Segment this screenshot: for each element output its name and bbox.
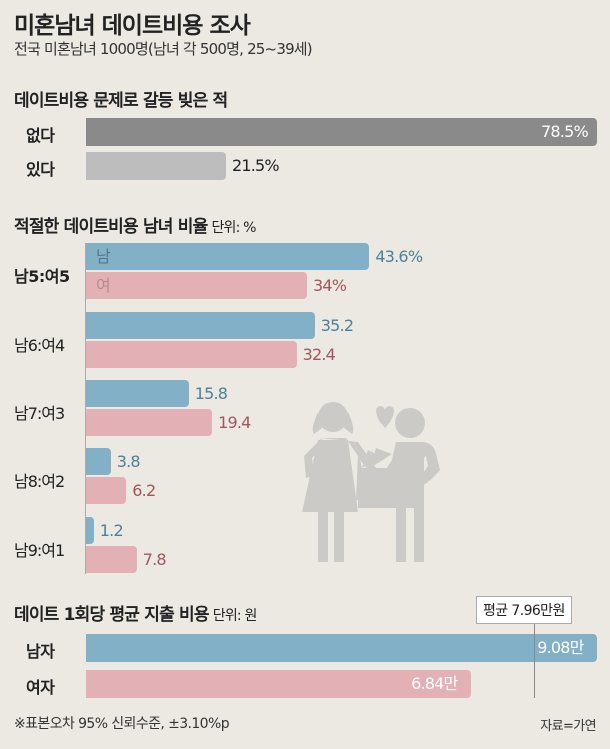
male-value-label: 43.6% — [375, 247, 423, 266]
section1-title: 데이트비용 문제로 갈등 빚은 적 — [14, 91, 228, 111]
couple-paying-icon — [302, 402, 440, 562]
male-value-label: 15.8 — [194, 384, 228, 403]
female-series-label: 여 — [96, 276, 111, 295]
male-bar — [86, 634, 598, 662]
male-bar — [86, 517, 94, 544]
chart-title: 미혼남녀 데이트비용 조사 — [14, 13, 251, 39]
female-bar — [86, 409, 213, 436]
female-bar — [86, 477, 127, 504]
category-label: 남6:여4 — [14, 336, 65, 355]
male-bar — [86, 243, 370, 270]
value-label: 6.84만 — [411, 674, 458, 693]
bar — [86, 152, 226, 180]
male-series-label: 남 — [96, 247, 111, 266]
category-label: 남7:여3 — [14, 404, 65, 423]
section2-title-text: 적절한 데이트비용 남녀 비율 — [14, 217, 208, 237]
bar — [86, 118, 598, 146]
axis-line — [85, 243, 86, 574]
female-value-label: 6.2 — [132, 481, 156, 500]
value-label: 9.08만 — [537, 638, 584, 657]
section3-unit: 단위: 원 — [212, 608, 258, 624]
female-bar — [86, 546, 137, 573]
category-label: 있다 — [26, 160, 55, 179]
female-bar — [86, 272, 307, 299]
section3-title: 데이트 1회당 평균 지출 비용 단위: 원 — [14, 600, 257, 625]
female-value-label: 19.4 — [218, 413, 251, 432]
category-label: 남9:여1 — [14, 541, 65, 560]
category-label: 여자 — [26, 678, 55, 697]
category-label: 없다 — [26, 126, 55, 145]
female-value-label: 32.4 — [302, 345, 336, 364]
section2-title: 적절한 데이트비용 남녀 비율 단위: % — [14, 212, 256, 237]
source: 자료=가연 — [540, 719, 596, 734]
female-value-label: 34% — [313, 276, 347, 295]
section2-unit: 단위: % — [211, 220, 256, 236]
value-label: 21.5% — [231, 156, 280, 175]
male-value-label: 1.2 — [99, 521, 124, 540]
female-bar — [86, 670, 472, 698]
male-value-label: 35.2 — [320, 316, 354, 335]
female-bar — [86, 341, 297, 368]
male-bar — [86, 380, 189, 407]
average-line — [534, 622, 536, 698]
male-bar — [86, 312, 315, 339]
chart-subtitle: 전국 미혼남녀 1000명(남녀 각 500명, 25~39세) — [14, 40, 313, 58]
value-label: 78.5% — [541, 122, 589, 141]
footnote: ※표본오차 95% 신뢰수준, ±3.10%p — [14, 716, 230, 732]
category-label: 남5:여5 — [14, 267, 70, 286]
section3-title-text: 데이트 1회당 평균 지출 비용 — [14, 605, 210, 625]
category-label: 남자 — [26, 642, 55, 661]
female-value-label: 7.8 — [142, 550, 167, 569]
average-label: 평균 7.96만원 — [476, 596, 572, 624]
male-bar — [86, 448, 111, 475]
male-value-label: 3.8 — [116, 452, 141, 471]
category-label: 남8:여2 — [14, 472, 65, 491]
